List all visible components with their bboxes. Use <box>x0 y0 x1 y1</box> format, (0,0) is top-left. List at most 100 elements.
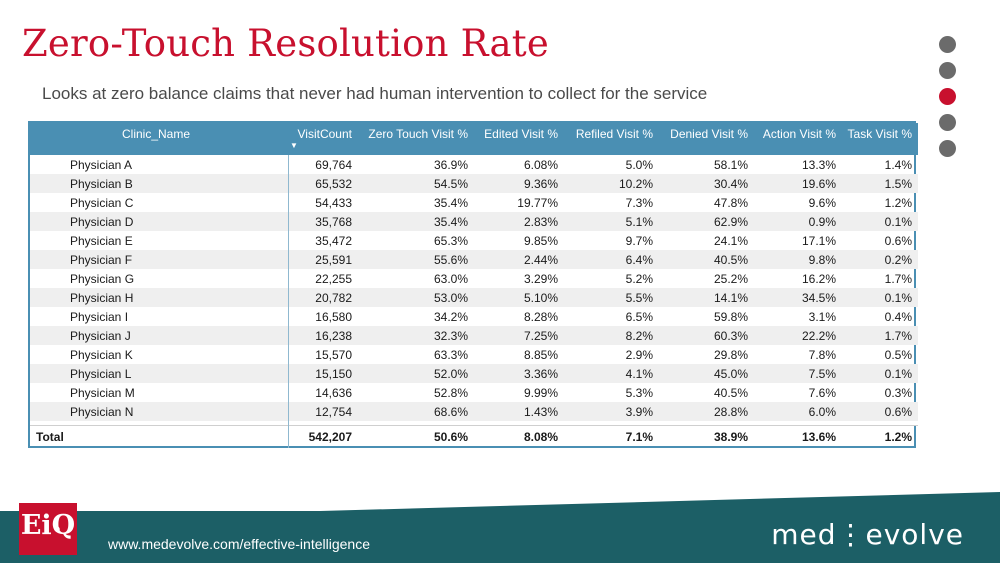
spacer-cell <box>287 421 358 426</box>
value-cell: 0.3% <box>884 385 912 400</box>
table-row[interactable]: Physician B 65,532 54.5% 9.36% 10.2% 30.4% 19.… <box>30 174 918 193</box>
value-cell: 7.3% <box>625 195 653 210</box>
nav-dot-5[interactable] <box>939 140 956 157</box>
total-value-cell: 13.6% <box>754 425 842 448</box>
spacer-cell <box>564 421 659 426</box>
table-row[interactable]: Physician I 16,580 34.2% 8.28% 6.5% 59.8% 3.1%… <box>30 307 918 326</box>
value-cell: 34.5% <box>754 288 842 307</box>
slide-nav-dots <box>939 36 959 166</box>
table-row[interactable]: Physician A 69,764 36.9% 6.08% 5.0% 58.1% 13.3… <box>30 155 918 174</box>
table-row[interactable]: Physician H 20,782 53.0% 5.10% 5.5% 14.1% 34.5… <box>30 288 918 307</box>
sort-descending-icon[interactable]: ▼ <box>290 141 298 150</box>
value-cell: 0.9% <box>754 212 842 231</box>
value-cell: 5.5% <box>564 288 659 307</box>
column-header-label: Zero Touch Visit % <box>368 127 468 141</box>
value-cell: 63.3% <box>433 347 468 362</box>
table-row[interactable]: Physician D 35,768 35.4% 2.83% 5.1% 62.9% 0.9%… <box>30 212 918 231</box>
nav-dot-3-active[interactable] <box>939 88 956 105</box>
total-value-cell: 542,207 <box>287 425 358 448</box>
value-cell: 60.3% <box>659 326 754 345</box>
clinic-name-cell: Physician A <box>70 157 133 172</box>
value-cell: 54,433 <box>287 193 358 212</box>
value-cell: 9.7% <box>625 233 653 248</box>
clinic-name-cell: Physician E <box>70 233 133 248</box>
clinic-name-cell: Physician M <box>70 385 135 400</box>
footer-url-link[interactable]: www.medevolve.com/effective-intelligence <box>108 536 370 552</box>
clinic-name-cell: Physician F <box>30 250 288 269</box>
table-row[interactable]: Physician J 16,238 32.3% 7.25% 8.2% 60.3% 22.2… <box>30 326 918 345</box>
value-cell: 0.6% <box>884 233 912 248</box>
total-value-cell: 50.6% <box>358 425 474 448</box>
value-cell: 58.1% <box>713 157 748 172</box>
value-cell: 3.1% <box>808 309 836 324</box>
value-cell: 24.1% <box>713 233 748 248</box>
value-cell: 15,150 <box>287 364 358 383</box>
value-cell: 65.3% <box>433 233 468 248</box>
value-cell: 2.83% <box>474 212 564 231</box>
value-cell: 3.29% <box>523 271 558 286</box>
column-header-7[interactable]: Action Visit % <box>754 123 842 155</box>
table-row[interactable]: Physician N 12,754 68.6% 1.43% 3.9% 28.8% 6.0%… <box>30 402 918 421</box>
value-cell: 19.77% <box>517 195 558 210</box>
column-header-5[interactable]: Refiled Visit % <box>564 123 659 155</box>
medevolve-brand-logo: med⋮evolve <box>771 518 964 551</box>
value-cell: 0.1% <box>842 212 918 231</box>
value-cell: 14,636 <box>287 383 358 402</box>
value-cell: 17.1% <box>801 233 836 248</box>
logo-dots-icon: ● ● ● ● <box>41 478 75 533</box>
column-header-1[interactable]: Clinic_Name <box>30 123 288 155</box>
value-cell: 25.2% <box>713 271 748 286</box>
value-cell: 7.6% <box>808 385 836 400</box>
value-cell: 34.2% <box>433 309 468 324</box>
value-cell: 1.43% <box>474 402 564 421</box>
spacer-cell <box>474 421 564 426</box>
page-title: Zero-Touch Resolution Rate <box>22 22 549 65</box>
column-header-6[interactable]: Denied Visit % <box>659 123 754 155</box>
column-header-3[interactable]: Zero Touch Visit % <box>358 123 474 155</box>
value-cell: 0.2% <box>842 250 918 269</box>
table-total: Total 542,207 50.6% 8.08% 7.1% 38.9% 13.6% 1.2% <box>30 425 918 448</box>
value-cell: 5.10% <box>474 288 564 307</box>
spacer-cell <box>754 421 842 426</box>
value-cell: 1.2% <box>884 195 912 210</box>
column-header-label: Refiled Visit % <box>575 127 653 141</box>
table-row[interactable]: Physician G 22,255 63.0% 3.29% 5.2% 25.2% 16.2… <box>30 269 918 288</box>
value-cell: 9.99% <box>523 385 558 400</box>
clinic-table: Clinic_Name VisitCount ▼ Zero Touch Visit %… <box>30 123 918 448</box>
value-cell: 19.6% <box>754 174 842 193</box>
column-header-8[interactable]: Task Visit % <box>842 123 918 155</box>
value-cell: 53.0% <box>358 288 474 307</box>
value-cell: 6.4% <box>564 250 659 269</box>
total-value-cell: 8.08% <box>474 425 564 448</box>
value-cell: 52.8% <box>433 385 468 400</box>
value-cell: 7.8% <box>808 347 836 362</box>
table-row[interactable]: Physician M 14,636 52.8% 9.99% 5.3% 40.5% 7.6%… <box>30 383 918 402</box>
nav-dot-1[interactable] <box>939 36 956 53</box>
value-cell: 40.5% <box>659 250 754 269</box>
table-row[interactable]: Physician L 15,150 52.0% 3.36% 4.1% 45.0% 7.5%… <box>30 364 918 383</box>
column-header-label: Denied Visit % <box>670 127 748 141</box>
column-header-4[interactable]: Edited Visit % <box>474 123 564 155</box>
table-row[interactable]: Physician K 15,570 63.3% 8.85% 2.9% 29.8% 7.8%… <box>30 345 918 364</box>
value-cell: 36.9% <box>433 157 468 172</box>
value-cell: 28.8% <box>659 402 754 421</box>
value-cell: 6.08% <box>523 157 558 172</box>
column-header-2[interactable]: VisitCount ▼ <box>288 123 358 155</box>
table-row[interactable]: Physician F 25,591 55.6% 2.44% 6.4% 40.5% 9.8%… <box>30 250 918 269</box>
value-cell: 3.9% <box>564 402 659 421</box>
value-cell: 0.4% <box>884 309 912 324</box>
nav-dot-4[interactable] <box>939 114 956 131</box>
page-subtitle: Looks at zero balance claims that never … <box>42 84 708 103</box>
value-cell: 3.36% <box>474 364 564 383</box>
value-cell: 22,255 <box>287 269 358 288</box>
clinic-name-cell: Physician G <box>70 271 135 286</box>
table-row[interactable]: Physician C 54,433 35.4% 19.77% 7.3% 47.8% 9.6… <box>30 193 918 212</box>
table-row[interactable]: Physician E 35,472 65.3% 9.85% 9.7% 24.1% 17.1… <box>30 231 918 250</box>
nav-dot-2[interactable] <box>939 62 956 79</box>
total-row: Total 542,207 50.6% 8.08% 7.1% 38.9% 13.6% 1.2% <box>30 425 918 448</box>
value-cell: 16.2% <box>801 271 836 286</box>
spacer-cell <box>842 421 918 426</box>
value-cell: 65,532 <box>287 174 358 193</box>
value-cell: 30.4% <box>659 174 754 193</box>
value-cell: 35,768 <box>287 212 358 231</box>
